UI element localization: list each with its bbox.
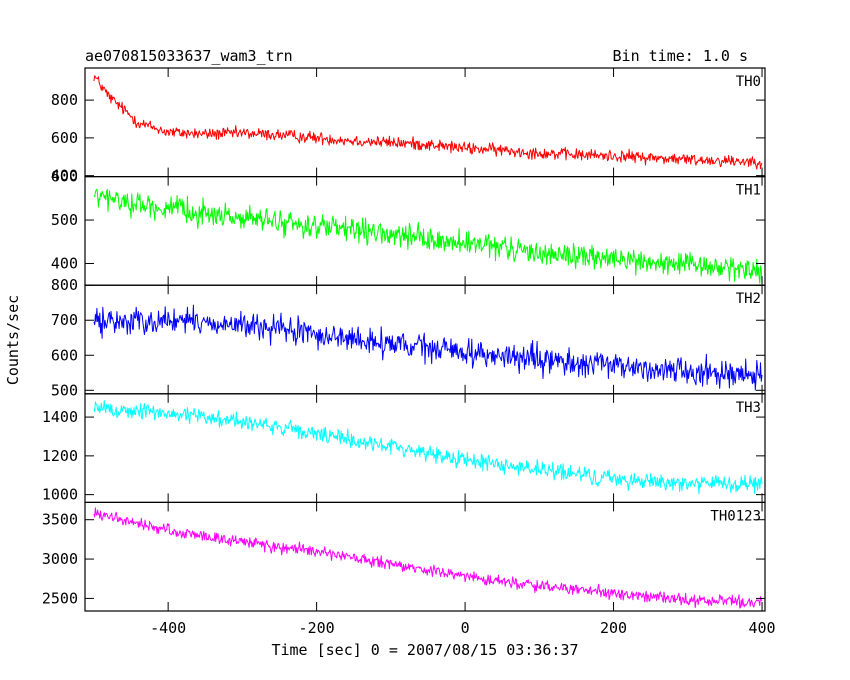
x-tick-label: 200 bbox=[600, 619, 627, 637]
series-line-th3 bbox=[93, 400, 763, 495]
y-tick-label: 3500 bbox=[42, 511, 78, 529]
panels: 400600800TH0400500600TH1500600700800TH21… bbox=[42, 67, 776, 637]
x-tick-label: -200 bbox=[299, 619, 335, 637]
x-tick-label: 0 bbox=[461, 619, 470, 637]
y-tick-label: 600 bbox=[51, 346, 78, 364]
panel-label-th0: TH0 bbox=[736, 74, 761, 90]
chart-title: ae070815033637_wam3_trn bbox=[85, 47, 293, 65]
y-tick-label: 600 bbox=[51, 129, 78, 147]
x-tick-label: 400 bbox=[748, 619, 775, 637]
panel-frame bbox=[84, 67, 766, 178]
series-line-th0123 bbox=[93, 507, 763, 609]
y-tick-label: 1400 bbox=[42, 408, 78, 426]
x-tick-label: -400 bbox=[150, 619, 186, 637]
y-tick-label: 1200 bbox=[42, 447, 78, 465]
y-tick-label: 500 bbox=[51, 211, 78, 229]
y-tick-label: 2500 bbox=[42, 589, 78, 607]
bin-time-label: Bin time: 1.0 s bbox=[613, 47, 748, 65]
y-tick-label: 600 bbox=[51, 168, 78, 186]
y-tick-label: 500 bbox=[51, 381, 78, 399]
y-tick-label: 1000 bbox=[42, 486, 78, 504]
series-line-th2 bbox=[93, 304, 763, 391]
x-axis-title: Time [sec] 0 = 2007/08/15 03:36:37 bbox=[271, 641, 578, 659]
panel-label-th1: TH1 bbox=[736, 183, 761, 199]
series-line-th0 bbox=[93, 75, 763, 170]
panel-label-th0123: TH0123 bbox=[710, 508, 761, 524]
panel-frame bbox=[84, 501, 766, 612]
y-tick-label: 3000 bbox=[42, 550, 78, 568]
y-tick-label: 400 bbox=[51, 254, 78, 272]
series-line-th1 bbox=[93, 188, 763, 284]
y-axis-title: Counts/sec bbox=[4, 295, 22, 385]
y-tick-label: 800 bbox=[51, 276, 78, 294]
panel-label-th3: TH3 bbox=[736, 400, 761, 416]
y-tick-label: 400 bbox=[51, 167, 78, 185]
panel-label-th2: TH2 bbox=[736, 291, 761, 307]
y-tick-label: 700 bbox=[51, 311, 78, 329]
y-tick-label: 800 bbox=[51, 91, 78, 109]
